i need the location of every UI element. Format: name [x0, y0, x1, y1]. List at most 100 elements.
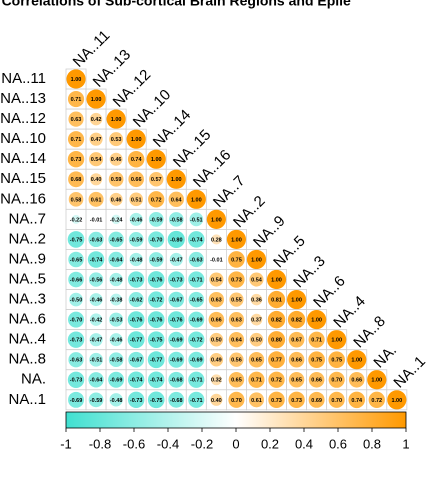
value-label: 0.46 [111, 197, 122, 203]
value-label: -0.66 [70, 277, 83, 283]
correlation-circle [127, 391, 145, 409]
row-label: NA..10 [0, 130, 46, 147]
correlation-circle [188, 311, 205, 328]
value-label: -0.76 [130, 318, 143, 324]
value-label: 0.70 [231, 398, 242, 404]
value-label: -0.68 [170, 378, 183, 384]
value-label: 1.00 [371, 378, 382, 384]
row-label: NA..12 [0, 110, 46, 127]
correlation-circle [188, 251, 204, 268]
correlation-circle [129, 212, 143, 226]
value-label: 0.73 [71, 157, 82, 163]
correlation-circle [67, 311, 85, 328]
value-label: 0.77 [271, 358, 282, 364]
correlation-circle [288, 372, 305, 388]
value-label: 0.53 [111, 137, 122, 143]
correlation-circle [248, 371, 265, 388]
value-label: 0.71 [71, 97, 82, 103]
correlation-circle [268, 351, 285, 369]
value-label: 0.66 [131, 177, 142, 183]
correlation-circle [348, 391, 365, 409]
value-label: -0.64 [90, 378, 103, 384]
value-label: -0.63 [90, 237, 103, 243]
correlation-circle [188, 351, 205, 368]
correlation-circle [106, 109, 126, 129]
value-label: 1.00 [351, 358, 362, 364]
value-label: -0.75 [70, 237, 83, 243]
correlation-circle [208, 311, 225, 328]
correlation-circle [327, 330, 347, 350]
correlation-circle [287, 310, 306, 329]
correlation-circle [88, 191, 104, 207]
correlation-circle [148, 191, 165, 208]
value-label: -0.46 [90, 298, 103, 304]
correlation-circle [109, 393, 123, 407]
value-label: 1.00 [211, 217, 222, 223]
value-label: 0.32 [211, 378, 222, 384]
correlation-circle [246, 249, 267, 270]
correlation-circle [166, 169, 186, 189]
correlation-circle [189, 212, 204, 227]
value-label: 0.54 [211, 277, 223, 283]
row-label: NA..11 [1, 70, 46, 87]
value-label: -0.68 [170, 398, 183, 404]
correlation-circle [68, 251, 84, 268]
correlation-circle [168, 291, 185, 308]
correlation-circle [188, 391, 205, 408]
correlation-circle [109, 152, 123, 166]
value-label: -0.69 [190, 318, 203, 324]
value-label: 0.64 [171, 197, 183, 203]
value-label: 1.00 [111, 117, 122, 123]
value-label: -0.69 [170, 358, 183, 364]
value-label: 0.74 [351, 398, 363, 404]
correlation-circle [148, 291, 165, 308]
correlation-circle [168, 212, 184, 227]
correlation-circle [169, 252, 183, 267]
correlation-circle [68, 192, 84, 207]
value-label: 0.75 [311, 358, 322, 364]
correlation-circle [167, 230, 185, 249]
value-label: -0.71 [190, 398, 203, 404]
value-label: -0.64 [110, 257, 123, 263]
value-label: 0.75 [331, 358, 342, 364]
correlation-circle [168, 331, 185, 348]
correlation-circle [288, 391, 305, 409]
correlation-circle [68, 271, 84, 288]
correlation-circle [168, 191, 184, 208]
correlation-circle [229, 352, 244, 367]
correlation-circle [328, 391, 345, 408]
colorbar-tick-label: -1 [60, 436, 72, 451]
row-label: NA..7 [8, 210, 46, 227]
value-label: -0.69 [170, 338, 183, 344]
correlation-circle [210, 374, 222, 386]
correlation-circle [127, 271, 145, 288]
value-label: -0.38 [110, 298, 123, 304]
value-label: -0.67 [170, 298, 183, 304]
correlation-circle [226, 229, 247, 250]
value-label: 0.51 [131, 197, 142, 203]
correlation-circle [147, 271, 165, 288]
correlation-circle [308, 351, 325, 369]
column-label: NA. [370, 342, 400, 372]
value-label: -0.65 [190, 298, 203, 304]
value-label: 0.73 [271, 398, 282, 404]
row-label: NA..15 [0, 170, 46, 187]
value-label: 0.71 [71, 137, 82, 143]
correlation-circle [268, 371, 285, 388]
value-label: 1.00 [71, 77, 82, 83]
value-label: 0.66 [351, 378, 362, 384]
correlation-circle [111, 214, 121, 225]
correlation-circle [148, 252, 164, 267]
value-label: 0.37 [251, 318, 262, 324]
column-label: NA..1 [390, 353, 429, 392]
value-label: -0.75 [150, 338, 163, 344]
value-label: -0.70 [150, 237, 163, 243]
colorbar-tick-label: -0.6 [123, 436, 145, 451]
correlation-circle [368, 391, 385, 408]
value-label: 1.00 [251, 257, 262, 263]
row-label: NA. [21, 371, 46, 388]
correlation-circle [67, 371, 85, 388]
correlation-circle [168, 351, 185, 368]
value-label: 0.73 [291, 398, 302, 404]
value-label: -0.74 [130, 378, 143, 384]
